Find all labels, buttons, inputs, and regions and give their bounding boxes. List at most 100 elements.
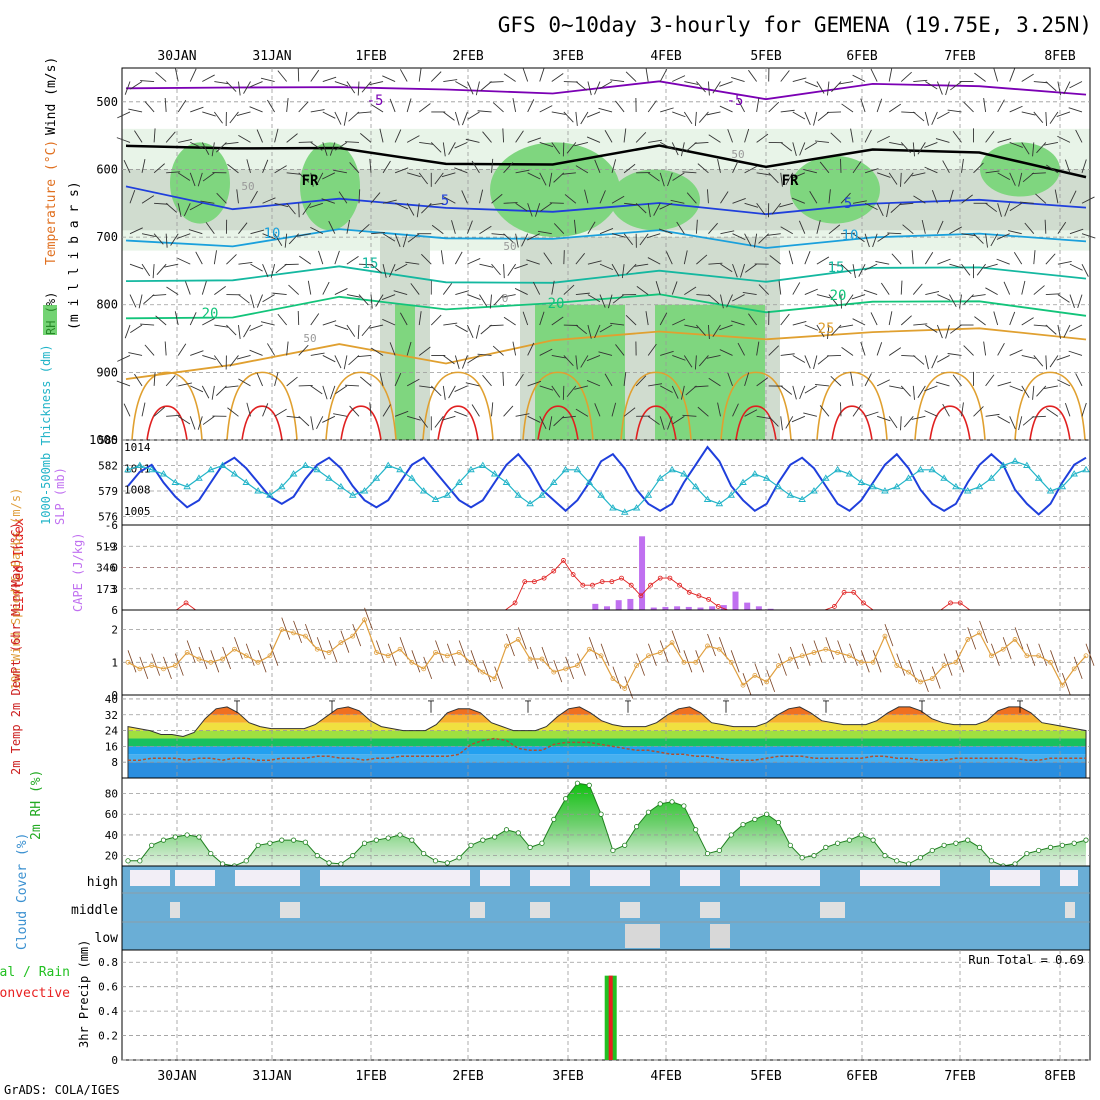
top-date-label: 1FEB <box>355 49 386 64</box>
wind-barb <box>454 141 468 149</box>
series-marker <box>1023 461 1031 468</box>
cloud-ylabel-g: Cloud Cover (%) <box>15 833 30 950</box>
cloud-gap <box>130 870 170 886</box>
wind-barb <box>742 291 757 296</box>
wind-barb <box>780 313 790 326</box>
wind-barb <box>903 416 914 428</box>
wind-barb <box>1069 294 1075 308</box>
wind-barb <box>382 75 396 82</box>
lifted-index-marker <box>861 600 866 606</box>
rh-marker <box>267 840 273 846</box>
wind-barb <box>816 220 821 234</box>
wind-barb <box>479 263 494 268</box>
wind-barb <box>828 189 831 204</box>
wind-barb <box>707 189 709 204</box>
wind-barb <box>465 382 480 387</box>
wind-barb <box>952 374 962 387</box>
wind-barb <box>211 385 215 400</box>
temp-band <box>128 762 1086 778</box>
wind-barb <box>828 263 843 267</box>
series-marker <box>372 474 381 481</box>
bottom-date-label: 31JAN <box>252 1069 291 1084</box>
wind-barb <box>466 220 473 234</box>
wind-barb <box>117 111 131 119</box>
series-marker <box>360 487 369 494</box>
wind-barb <box>949 263 964 269</box>
wind-barb <box>744 409 758 417</box>
cloud-cover-panel: high middle low Cloud Cover (%) <box>15 833 1091 951</box>
wind-barb <box>527 342 535 356</box>
wind-speed-marker <box>338 640 344 646</box>
wind-barb <box>183 203 191 217</box>
wind-barb <box>548 172 553 187</box>
top-date-label: 31JAN <box>252 49 291 64</box>
wind-barb <box>996 233 1010 240</box>
wind-barb <box>393 290 408 296</box>
series-marker <box>644 491 653 498</box>
wind-barb <box>695 219 698 234</box>
wind-barb <box>830 132 842 143</box>
wind-barb <box>984 263 998 269</box>
lifted-index-marker <box>648 582 653 588</box>
wind-barb <box>896 653 906 676</box>
wind-barb <box>134 130 143 143</box>
wind-barb <box>913 111 925 122</box>
wind-barb <box>819 161 830 174</box>
wind-barb <box>708 262 723 265</box>
wind-barb <box>858 263 866 277</box>
cloud-layer-label: high <box>87 875 118 890</box>
wind-barb <box>731 320 745 326</box>
wind-barb <box>732 403 739 417</box>
wind-barb <box>322 142 328 156</box>
wind-barb <box>166 286 179 295</box>
precip-convective-bar <box>608 975 613 1060</box>
wind-barb <box>624 202 639 206</box>
wind-barb <box>696 254 708 265</box>
wind-barb <box>672 172 685 181</box>
wind-barb <box>718 637 728 660</box>
wind-barb <box>224 385 239 389</box>
wind-barb <box>913 195 926 204</box>
series-marker <box>313 465 322 473</box>
isotherm-loop <box>720 371 792 441</box>
wind-barb <box>888 347 902 356</box>
cape-bar <box>744 602 751 610</box>
wind-barb <box>1057 81 1062 96</box>
wind-barb <box>851 294 866 300</box>
rh-marker <box>160 837 167 843</box>
wind-barb <box>443 111 455 121</box>
wind-barb <box>256 294 263 308</box>
wind-barb <box>768 172 779 184</box>
wind-barb <box>249 324 263 331</box>
wind-barb <box>155 72 167 82</box>
wind-barb <box>256 372 263 387</box>
wind-barb <box>799 142 806 156</box>
wind-barb <box>911 250 914 265</box>
series-marker <box>443 491 452 498</box>
wind-speed-marker <box>941 663 947 668</box>
wind-barb <box>598 107 613 113</box>
lifted-index-marker <box>522 579 528 585</box>
wind-barb <box>226 324 237 336</box>
wind-speed-marker <box>882 633 888 639</box>
wind-barb <box>756 98 760 113</box>
series-marker <box>431 495 440 502</box>
wind-barb <box>539 311 545 326</box>
rh-marker <box>208 850 214 857</box>
wind-barb <box>973 233 984 244</box>
wind-barb <box>945 324 950 339</box>
rh-marker <box>799 855 805 861</box>
wind-barb <box>321 198 336 204</box>
wind-barb <box>575 81 588 91</box>
wind-barb <box>1063 81 1071 95</box>
wind-barb <box>189 172 196 187</box>
series-marker <box>561 465 570 473</box>
wind-barb <box>696 324 706 336</box>
series-marker <box>195 474 203 481</box>
wind-barb <box>257 650 267 673</box>
wind-barb <box>864 411 879 417</box>
lifted-index-marker <box>657 575 663 581</box>
wind-barb <box>370 263 383 274</box>
wind-speed-marker <box>444 653 450 659</box>
y-tick-label: 3 <box>111 583 118 596</box>
